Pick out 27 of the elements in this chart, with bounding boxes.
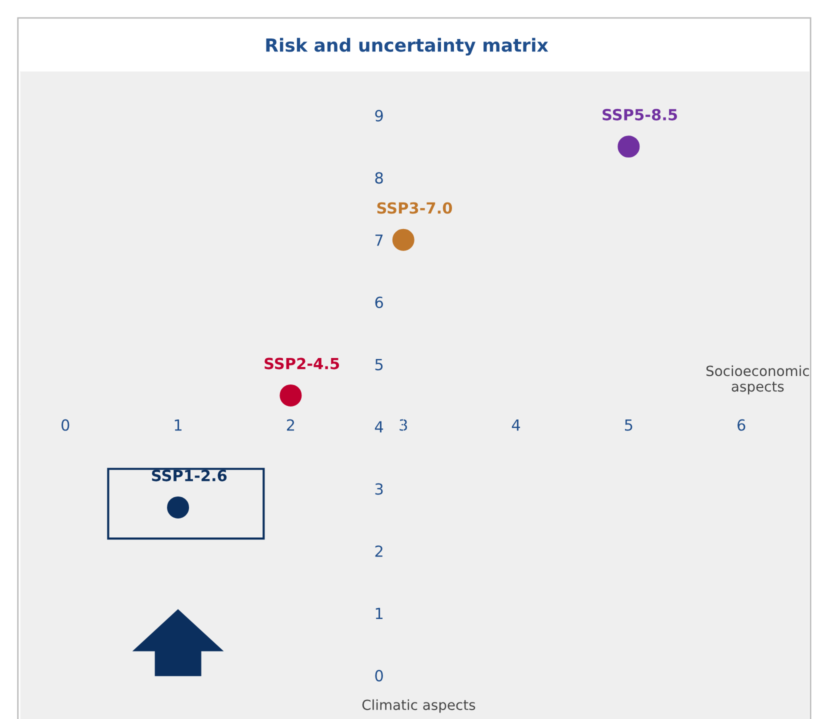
point xyxy=(618,136,640,158)
y-tick-label: 0 xyxy=(375,670,383,682)
y-tick-label: 9 xyxy=(375,110,383,122)
series-label: SSP1-2.6 xyxy=(152,470,227,482)
series-label: SSP5-8.5 xyxy=(602,108,678,120)
x-tick-label: 1 xyxy=(174,419,182,431)
chart-title: Risk and uncertainty matrix xyxy=(266,38,548,56)
x-tick-label: 6 xyxy=(738,419,746,431)
y-tick-label: 6 xyxy=(375,296,383,308)
point xyxy=(280,384,302,406)
y-tick-label: 5 xyxy=(375,359,383,370)
y-tick-label: 8 xyxy=(375,172,383,184)
y-tick-label: 1 xyxy=(376,608,383,620)
x-axis-title: Socioeconomic aspects xyxy=(706,365,809,394)
y-tick-label: 3 xyxy=(375,483,383,495)
x-tick-label: 5 xyxy=(625,419,632,431)
x-tick-label: 4 xyxy=(512,419,520,431)
y-tick-label: 2 xyxy=(375,545,382,557)
y-tick-label: 7 xyxy=(375,234,383,246)
series-label: SSP3-7.0 xyxy=(377,202,452,214)
x-tick-label: 3 xyxy=(400,419,407,431)
point xyxy=(392,228,414,251)
point xyxy=(167,496,190,518)
x-tick-label: 0 xyxy=(62,419,70,431)
x-tick-label: 2 xyxy=(286,419,294,431)
series-label: SSP2-4.5 xyxy=(264,358,340,370)
y-axis-title: Climatic aspects xyxy=(362,699,476,713)
